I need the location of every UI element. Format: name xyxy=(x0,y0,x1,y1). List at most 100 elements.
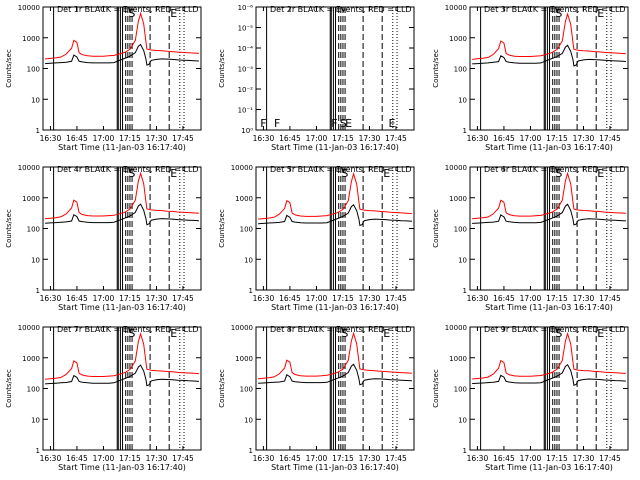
x-tick-label: 17:30 xyxy=(573,294,595,303)
y-tick-label: 1 xyxy=(36,127,40,135)
y-tick-label: 10 xyxy=(31,96,40,104)
plot-frame xyxy=(42,6,202,131)
y-tick-label: 10000 xyxy=(445,164,467,172)
y-tick-label: 10 xyxy=(458,96,467,104)
y-tick-label: 10000 xyxy=(18,4,40,12)
x-tick-label: 17:00 xyxy=(93,134,115,143)
y-tick-label: 10⁻⁵ xyxy=(238,25,254,33)
marker-label: S xyxy=(555,7,562,20)
x-tick-label: 17:45 xyxy=(599,134,621,143)
y-tick-label: 1000 xyxy=(449,355,467,363)
plot-frame xyxy=(469,326,629,451)
y-tick-label: 1000 xyxy=(449,195,467,203)
series-lld xyxy=(472,331,626,380)
x-tick-label: 17:15 xyxy=(332,134,354,143)
x-tick-label: 16:30 xyxy=(467,134,489,143)
y-tick-label: 1 xyxy=(249,287,253,295)
marker-label: E xyxy=(345,117,352,130)
x-tick-label: 16:30 xyxy=(40,294,62,303)
y-tick-label: 100 xyxy=(454,386,467,394)
y-axis-label: Counts/sec xyxy=(5,209,13,248)
x-tick-label: 17:45 xyxy=(172,294,194,303)
y-tick-label: 10⁻⁶ xyxy=(238,4,254,12)
y-tick-label: 100 xyxy=(27,66,40,74)
x-tick-label: 17:15 xyxy=(332,454,354,463)
y-axis-label: Counts/sec xyxy=(218,209,226,248)
x-tick-label: 17:15 xyxy=(546,294,568,303)
x-tick-label: 17:00 xyxy=(306,294,328,303)
y-tick-label: 1 xyxy=(36,287,40,295)
y-axis-label: Counts/sec xyxy=(218,49,226,88)
plot-frame xyxy=(42,166,202,291)
y-tick-label: 10000 xyxy=(445,4,467,12)
y-tick-label: 10000 xyxy=(445,324,467,332)
x-axis-label: Start Time (11-Jan-03 16:17:40) xyxy=(58,303,186,312)
x-tick-label: 17:00 xyxy=(306,134,328,143)
marker-label: S xyxy=(341,327,348,340)
x-tick-label: 16:30 xyxy=(253,134,275,143)
x-tick-label: 16:45 xyxy=(279,454,301,463)
y-tick-label: 1000 xyxy=(22,35,40,43)
y-tick-label: 10000 xyxy=(18,324,40,332)
series-lld xyxy=(45,11,199,60)
x-tick-label: 16:30 xyxy=(40,454,62,463)
x-tick-label: 17:00 xyxy=(520,134,542,143)
y-axis-label: Counts/sec xyxy=(5,49,13,88)
series-events xyxy=(472,363,626,386)
x-tick-label: 17:30 xyxy=(359,294,381,303)
marker-label: S xyxy=(128,167,135,180)
marker-label: F xyxy=(274,117,280,130)
marker-label: E xyxy=(170,7,177,20)
y-tick-label: 1 xyxy=(249,447,253,455)
panel-8: Det 8r BLACK = Events, RED = LLDCounts/s… xyxy=(218,324,415,472)
series-events xyxy=(258,204,412,227)
x-axis-label: Start Time (11-Jan-03 16:17:40) xyxy=(58,143,186,152)
marker-label: S xyxy=(555,167,562,180)
panel-4: Det 4r BLACK = Events, RED = LLDCounts/s… xyxy=(5,164,202,312)
series-lld xyxy=(472,171,626,220)
series-lld xyxy=(472,12,626,60)
y-tick-label: 10⁰ xyxy=(241,127,253,135)
panel-3: Det 3r BLACK = Events, RED = LLDCounts/s… xyxy=(432,4,629,152)
x-tick-label: 17:30 xyxy=(146,134,168,143)
y-tick-label: 1 xyxy=(463,127,467,135)
x-tick-label: 16:45 xyxy=(279,134,301,143)
x-axis-label: Start Time (11-Jan-03 16:17:40) xyxy=(271,143,399,152)
x-tick-label: 16:30 xyxy=(467,294,489,303)
panel-6: Det 6r BLACK = Events, RED = LLDCounts/s… xyxy=(432,164,629,312)
panel-5: Det 5r BLACK = Events, RED = LLDCounts/s… xyxy=(218,164,415,312)
x-axis-label: Start Time (11-Jan-03 16:17:40) xyxy=(271,303,399,312)
x-tick-label: 17:45 xyxy=(599,294,621,303)
series-lld xyxy=(45,171,199,220)
y-tick-label: 10⁻³ xyxy=(238,66,254,74)
x-tick-label: 17:45 xyxy=(385,454,407,463)
marker-label: E xyxy=(170,327,177,340)
marker-label: S xyxy=(341,167,348,180)
x-tick-label: 17:45 xyxy=(385,294,407,303)
x-tick-label: 17:15 xyxy=(119,134,141,143)
x-tick-label: 16:45 xyxy=(279,294,301,303)
y-tick-label: 1000 xyxy=(235,195,253,203)
x-tick-label: 16:45 xyxy=(493,294,515,303)
x-tick-label: 16:30 xyxy=(467,454,489,463)
y-tick-label: 1000 xyxy=(22,355,40,363)
y-tick-label: 10 xyxy=(31,256,40,264)
x-tick-label: 16:45 xyxy=(493,134,515,143)
y-tick-label: 10000 xyxy=(18,164,40,172)
marker-label: E xyxy=(170,167,177,180)
plot-frame xyxy=(255,326,415,451)
x-tick-label: 17:15 xyxy=(332,294,354,303)
x-tick-label: 17:15 xyxy=(546,134,568,143)
y-tick-label: 100 xyxy=(454,226,467,234)
x-tick-label: 16:30 xyxy=(253,294,275,303)
y-tick-label: 10 xyxy=(458,256,467,264)
panel-9: Det 9r BLACK = Events, RED = LLDCounts/s… xyxy=(432,324,629,472)
marker-label: E xyxy=(597,167,604,180)
plot-frame xyxy=(255,6,415,131)
y-tick-label: 10 xyxy=(244,416,253,424)
x-tick-label: 16:45 xyxy=(66,454,88,463)
y-axis-label: Counts/sec xyxy=(5,369,13,408)
x-tick-label: 17:30 xyxy=(359,454,381,463)
x-tick-label: 17:45 xyxy=(599,454,621,463)
marker-label: S xyxy=(555,327,562,340)
